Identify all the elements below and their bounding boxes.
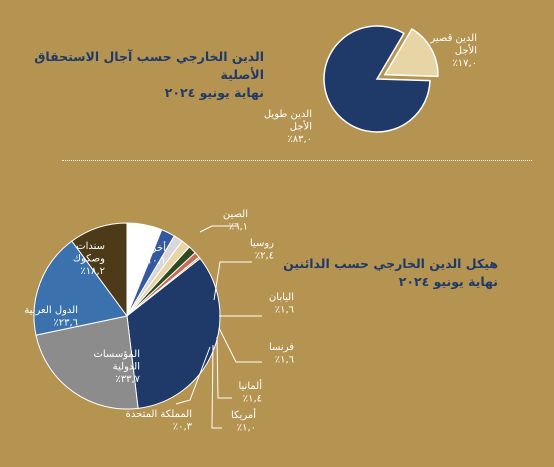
leader-line-usa — [211, 344, 222, 429]
leader-line-germany — [216, 336, 232, 399]
maturity-chart-title: الدين الخارجي حسب آجال الاستحقاق الأصلية… — [0, 48, 264, 102]
label-others: أخرى ٪١٠,١ — [141, 241, 166, 267]
label-long-term: الدين طويل الأجل ٪٨٣,٠ — [264, 109, 312, 145]
leader-line-uk — [175, 346, 211, 405]
creditors-chart-title: هيكل الدين الخارجي حسب الدائنين نهاية يو… — [283, 255, 498, 291]
slice-short-term — [383, 28, 439, 78]
slice-arab-countries — [35, 315, 139, 410]
slice-long-term — [323, 25, 431, 133]
label-china: الصين ٪٦,١ — [223, 209, 248, 233]
label-germany: ألمانيا ٪١,٤ — [238, 379, 262, 405]
label-russia: روسيا ٪٢,٤ — [250, 238, 274, 262]
label-uk: المملكة المتحدة ٪٠,٣ — [126, 409, 193, 433]
creditors-title-line2: نهاية يونيو ٢٠٢٤ — [398, 274, 498, 289]
maturity-title-line2: نهاية يونيو ٢٠٢٤ — [164, 85, 264, 100]
leader-line-france — [218, 327, 262, 363]
leader-line-russia — [213, 261, 252, 301]
leader-line-china — [199, 225, 238, 233]
label-usa: أمريكا ٪١,٠ — [231, 408, 256, 434]
label-short-term: الدين قصير الأجل ٪١٧,٠ — [429, 33, 477, 69]
maturity-title-line1: الدين الخارجي حسب آجال الاستحقاق الأصلية — [34, 49, 264, 82]
label-japan: اليابان ٪١,٦ — [269, 292, 294, 316]
label-france: فرنسا ٪١,٦ — [269, 342, 294, 366]
slice-bonds-sukuk — [33, 240, 128, 336]
section-divider — [62, 160, 532, 161]
label-arab-countries: الدول العربية ٪٢٣,٦ — [24, 305, 78, 329]
label-intl-institutions: المؤسسات الدولية ٪٣٣,٧ — [93, 349, 140, 385]
creditors-title-line1: هيكل الدين الخارجي حسب الدائنين — [283, 256, 498, 271]
label-bonds-sukuk: سندات وصكوك ٪١٨,٢ — [73, 241, 105, 277]
slice-others — [71, 222, 128, 318]
